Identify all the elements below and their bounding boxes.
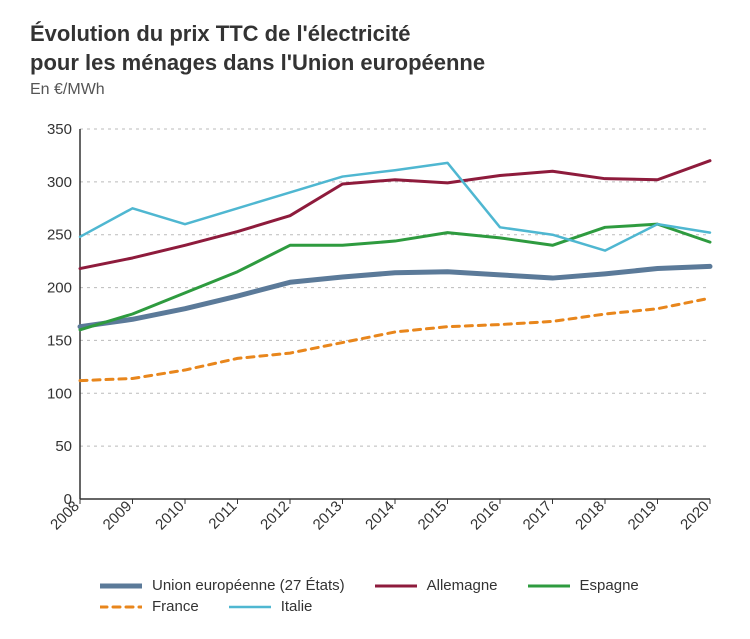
chart-title-line1: Évolution du prix TTC de l'électricité bbox=[30, 21, 411, 46]
x-tick-label: 2009 bbox=[100, 498, 136, 534]
series-allemagne bbox=[80, 161, 710, 269]
legend-swatch bbox=[100, 600, 142, 614]
legend-item-espagne: Espagne bbox=[528, 577, 639, 594]
legend-label: Italie bbox=[281, 598, 313, 615]
x-tick-label: 2010 bbox=[152, 498, 188, 534]
x-tick-label: 2014 bbox=[362, 498, 398, 534]
y-tick-label: 50 bbox=[55, 438, 72, 455]
legend-row: Union européenne (27 États) Allemagne Espa… bbox=[100, 577, 720, 594]
line-chart-svg: 0501001502002503003502008200920102011201… bbox=[30, 119, 720, 559]
y-tick-label: 150 bbox=[47, 333, 72, 350]
chart-title-line2: pour les ménages dans l'Union européenne bbox=[30, 50, 485, 75]
x-tick-label: 2015 bbox=[415, 498, 451, 534]
legend-swatch bbox=[375, 579, 417, 593]
x-tick-label: 2017 bbox=[520, 498, 556, 534]
x-tick-label: 2019 bbox=[625, 498, 661, 534]
x-tick-label: 2012 bbox=[257, 498, 293, 534]
y-tick-label: 100 bbox=[47, 385, 72, 402]
chart-legend: Union européenne (27 États) Allemagne Espa… bbox=[30, 577, 720, 615]
legend-swatch bbox=[528, 579, 570, 593]
x-tick-label: 2020 bbox=[677, 498, 713, 534]
series-italie bbox=[80, 163, 710, 251]
legend-item-eu27: Union européenne (27 États) bbox=[100, 577, 345, 594]
y-tick-label: 200 bbox=[47, 280, 72, 297]
chart-subtitle: En €/MWh bbox=[30, 81, 720, 99]
x-tick-label: 2008 bbox=[47, 498, 83, 534]
x-tick-label: 2013 bbox=[310, 498, 346, 534]
legend-label: Allemagne bbox=[427, 577, 498, 594]
y-tick-label: 300 bbox=[47, 174, 72, 191]
legend-label: Espagne bbox=[580, 577, 639, 594]
y-tick-label: 250 bbox=[47, 227, 72, 244]
legend-swatch bbox=[229, 600, 271, 614]
legend-swatch bbox=[100, 579, 142, 593]
chart-title: Évolution du prix TTC de l'électricité p… bbox=[30, 20, 720, 77]
y-tick-label: 350 bbox=[47, 121, 72, 138]
legend-item-france: France bbox=[100, 598, 199, 615]
legend-item-allemagne: Allemagne bbox=[375, 577, 498, 594]
legend-item-italie: Italie bbox=[229, 598, 313, 615]
x-tick-label: 2018 bbox=[572, 498, 608, 534]
x-tick-label: 2016 bbox=[467, 498, 503, 534]
x-tick-label: 2011 bbox=[205, 498, 240, 533]
legend-label: France bbox=[152, 598, 199, 615]
legend-row: France Italie bbox=[100, 598, 720, 615]
legend-label: Union européenne (27 États) bbox=[152, 577, 345, 594]
chart-area: 0501001502002503003502008200920102011201… bbox=[30, 119, 720, 559]
